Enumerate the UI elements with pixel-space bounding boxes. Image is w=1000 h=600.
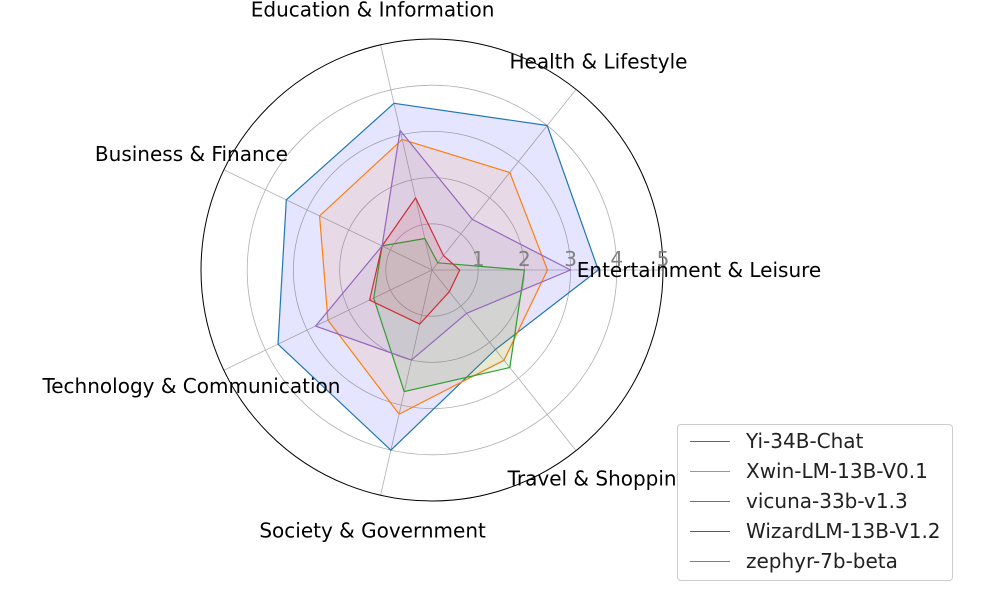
category-label: Entertainment & Leisure: [577, 258, 821, 282]
outer-frame: [200, 38, 664, 502]
radial-tick-label: 5: [657, 247, 670, 271]
legend-item: vicuna-33b-v1.3: [690, 488, 908, 514]
legend-label: vicuna-33b-v1.3: [746, 489, 908, 513]
radial-tick-label: 3: [564, 247, 577, 271]
grid-spoke: [380, 269, 433, 496]
category-label: Travel & Shopping: [507, 467, 690, 491]
radial-tick-label: 2: [518, 247, 531, 271]
legend-line-xwin-lm-13b: [690, 470, 730, 472]
grid-spoke: [223, 169, 433, 271]
series-fill: [315, 130, 571, 361]
legend-item: zephyr-7b-beta: [690, 548, 898, 574]
series-line: [277, 102, 599, 451]
legend-label: WizardLM-13B-V1.2: [746, 519, 941, 543]
series-fill: [319, 139, 548, 415]
legend-item: Yi-34B-Chat: [690, 428, 863, 454]
legend-line-vicuna-33b: [690, 500, 730, 502]
legend: Yi-34B-Chat Xwin-LM-13B-V0.1 vicuna-33b-…: [677, 424, 953, 581]
category-label: Business & Finance: [95, 142, 288, 166]
series-line: [369, 197, 461, 325]
legend-item: WizardLM-13B-V1.2: [690, 518, 941, 544]
series-line: [314, 129, 572, 361]
grid-spoke: [431, 89, 577, 271]
series-fill: [373, 238, 525, 392]
category-label: Society & Government: [259, 518, 486, 542]
legend-item: Xwin-LM-13B-V0.1: [690, 458, 928, 484]
legend-label: Yi-34B-Chat: [746, 429, 864, 453]
series-fill: [278, 103, 599, 451]
series-fill: [369, 197, 460, 325]
legend-line-wizardlm-13b: [690, 530, 730, 532]
series-line: [373, 237, 526, 393]
legend-line-yi-34b-chat: [690, 440, 730, 442]
category-label: Education & Information: [251, 0, 495, 22]
legend-label: Xwin-LM-13B-V0.1: [746, 459, 928, 483]
legend-line-zephyr-7b: [690, 560, 730, 562]
series-line: [319, 138, 549, 415]
category-label: Technology & Communication: [41, 374, 340, 398]
category-label: Health & Lifestyle: [509, 49, 687, 73]
radial-tick-label: 1: [472, 247, 485, 271]
radial-tick-label: 4: [610, 247, 623, 271]
legend-label: zephyr-7b-beta: [746, 549, 898, 573]
grid-spoke: [380, 44, 433, 271]
